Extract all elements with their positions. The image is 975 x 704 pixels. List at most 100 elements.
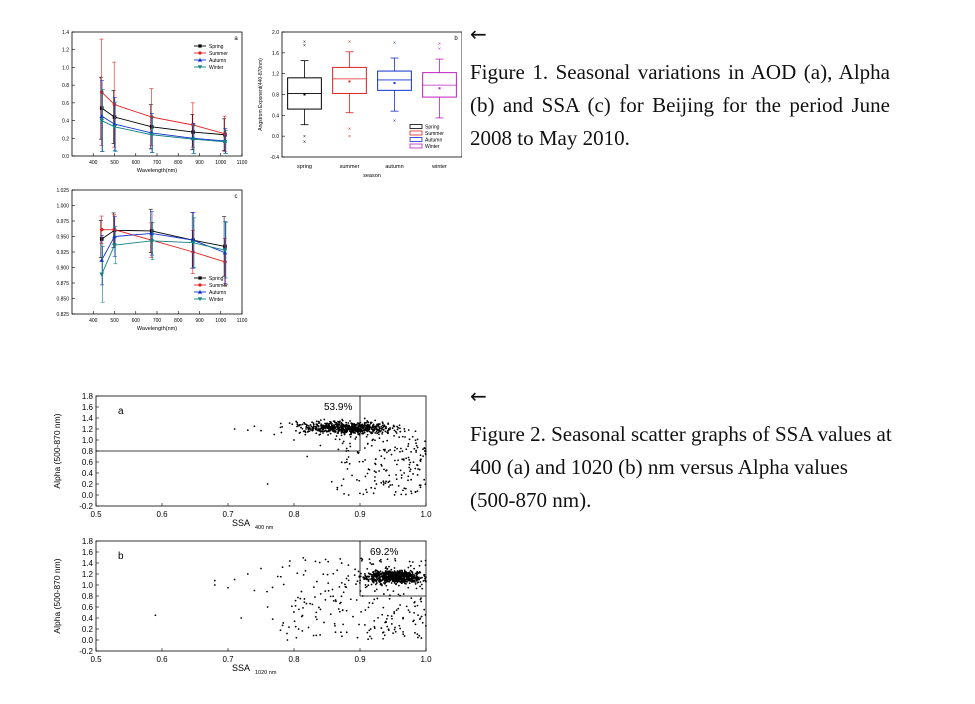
data-point [403,569,406,572]
x-tick-label: 0.8 [288,655,300,664]
data-point [358,582,361,584]
x-tick-label: 1100 [237,318,248,324]
data-point [383,457,386,460]
data-point [347,422,350,424]
data-point [382,631,385,634]
data-point [394,559,397,562]
data-point [340,631,342,634]
percentage-annotation: 69.2% [370,547,398,558]
y-tick-label: 1.0 [82,436,94,445]
data-point [399,604,401,606]
data-point [319,431,322,433]
legend-label: Spring [209,44,224,50]
x-tick-label: 1.0 [420,655,432,664]
data-point [379,578,382,580]
data-point [325,429,327,432]
data-point [366,567,369,570]
data-point [329,425,332,428]
data-point [393,493,396,496]
data-point [327,434,329,436]
data-point [402,489,404,492]
data-point [312,422,315,425]
data-point [382,440,385,443]
data-point [363,423,366,425]
data-point [424,440,426,443]
data-point [353,424,356,427]
data-point [377,431,380,434]
data-point [389,426,391,429]
data-point [354,568,357,571]
data-point [380,464,383,467]
data-point [375,430,378,433]
data-point [401,435,404,438]
data-point [369,635,371,638]
y-tick-label: 0.8 [82,447,94,456]
data-point [414,572,417,575]
y-tick-label: 1.6 [82,548,94,557]
y-tick-label: 0.850 [56,297,69,303]
data-point [213,584,216,586]
data-point [411,580,413,583]
data-point [334,426,337,429]
data-point [380,627,383,629]
data-point [393,610,396,613]
legend-label: Spring [209,276,224,282]
data-point [294,625,297,628]
legend-label: Winter [425,144,440,150]
data-point [388,594,391,597]
x-tick-label: autumn [385,164,403,170]
data-point [377,433,380,436]
y-tick-label: 1.4 [62,30,69,36]
data-point [390,453,393,456]
data-point [282,622,285,624]
data-point [388,565,390,568]
data-point [377,574,379,576]
data-point [392,424,395,427]
data-point [382,481,385,484]
data-point [273,433,276,436]
data-point [368,430,371,433]
y-tick-label: 0.900 [56,266,69,272]
data-point [373,590,376,592]
data-point [347,494,350,496]
x-tick-label: 0.7 [222,510,234,519]
data-point [374,572,377,575]
data-point [424,577,426,580]
data-point [405,493,407,496]
data-point [305,602,308,605]
data-point [418,564,421,567]
y-tick-label: 1.025 [56,188,69,194]
y-tick-label: 1.4 [82,414,94,423]
x-axis-label-subscript: 400 nm [255,525,274,531]
data-point [366,443,369,445]
data-point [320,423,323,425]
x-tick-label: 0.7 [222,655,234,664]
outlier-marker: × [348,134,351,140]
y-tick-label: 0.4 [62,119,69,125]
data-point [382,480,385,483]
data-point [358,575,361,578]
y-tick-label: 0.6 [82,458,94,467]
data-point [356,423,359,426]
data-point [373,619,376,622]
data-point [395,609,398,611]
data-point [413,619,415,622]
data-point [373,575,375,578]
data-point [359,590,362,592]
data-point [343,493,345,495]
data-point [154,614,157,617]
data-point [350,422,353,425]
data-point [333,622,336,625]
data-point [402,580,404,583]
data-point [364,609,367,611]
x-tick-label: 400 [89,318,98,324]
data-point [375,483,378,485]
data-point [414,631,416,634]
data-point [371,579,373,581]
data-point [416,570,419,573]
data-point [400,476,403,479]
data-point [396,572,399,574]
data-point [304,433,307,436]
data-point [383,582,386,585]
data-point [421,621,424,624]
